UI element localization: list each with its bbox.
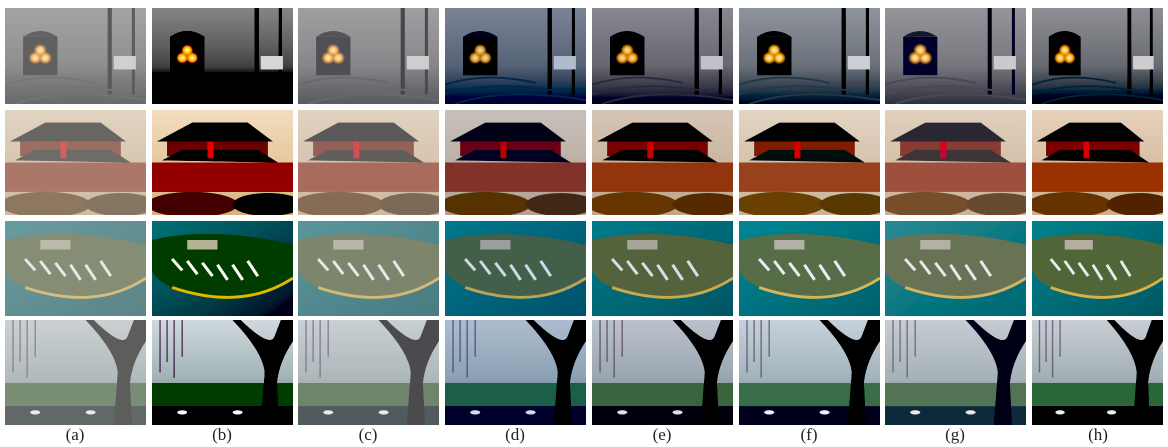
photo	[592, 221, 733, 316]
photo	[734, 110, 890, 217]
photo	[739, 320, 880, 425]
photo	[5, 221, 146, 316]
photo	[298, 320, 439, 425]
photo	[587, 110, 743, 217]
photo	[1032, 320, 1163, 425]
panel-label: (c)	[359, 425, 378, 444]
panel-label: (f)	[801, 425, 818, 444]
photo	[445, 320, 586, 425]
photo	[293, 110, 449, 217]
panel-label: (b)	[212, 425, 232, 444]
panel-label: (e)	[653, 425, 672, 444]
photo	[885, 320, 1026, 425]
panel-label: (g)	[945, 425, 965, 444]
photo	[152, 320, 293, 425]
photo	[440, 110, 596, 217]
photo	[147, 110, 303, 217]
photo	[739, 221, 880, 316]
panel-label: (h)	[1088, 425, 1108, 444]
photo	[0, 110, 156, 217]
photo	[445, 221, 586, 316]
photo	[1032, 221, 1163, 316]
panel-label: (d)	[505, 425, 525, 444]
column-c	[293, 8, 449, 425]
photo	[885, 8, 1026, 104]
photo	[298, 8, 439, 104]
column-d	[440, 8, 596, 425]
photo	[1032, 8, 1163, 104]
column-h	[1027, 8, 1168, 425]
photo	[880, 110, 1036, 217]
column-a	[0, 8, 156, 425]
photo	[1027, 110, 1168, 217]
column-g	[880, 8, 1036, 425]
photo	[885, 221, 1026, 316]
column-f	[734, 8, 890, 425]
column-e	[587, 8, 743, 425]
photo	[592, 8, 733, 104]
photo	[739, 8, 880, 104]
photo	[5, 8, 146, 104]
photo	[445, 8, 586, 104]
photo	[298, 221, 439, 316]
photo	[592, 320, 733, 425]
column-b	[147, 8, 303, 425]
panel-label: (a)	[66, 425, 85, 444]
figure: (a) (b) (c) (d) (e) (f) (g) (h)	[0, 0, 1168, 447]
photo	[152, 221, 293, 316]
photo	[152, 8, 293, 104]
photo	[5, 320, 146, 425]
